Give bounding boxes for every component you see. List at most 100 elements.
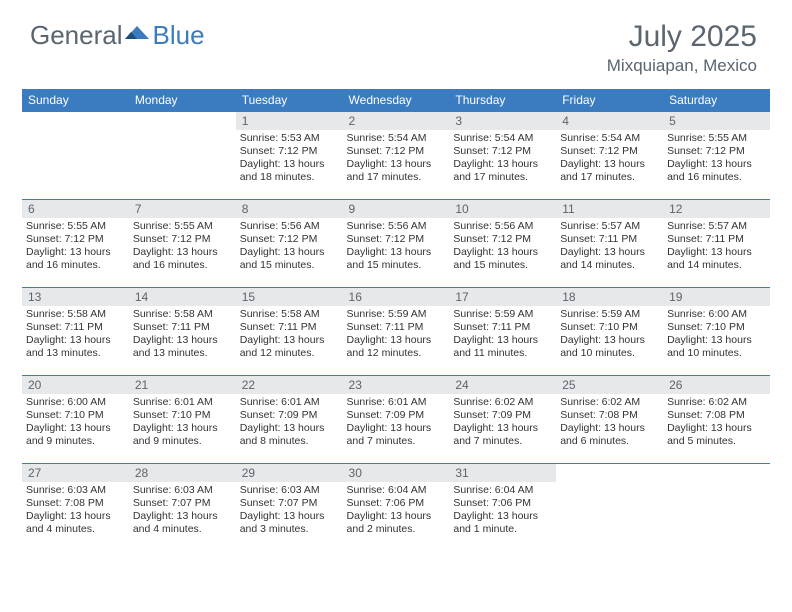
day-number: 27 bbox=[22, 464, 129, 482]
sunset-line: Sunset: 7:11 PM bbox=[560, 233, 659, 246]
day-number: 17 bbox=[449, 288, 556, 306]
sunset-line: Sunset: 7:12 PM bbox=[453, 233, 552, 246]
calendar-day-cell: 30Sunrise: 6:04 AMSunset: 7:06 PMDayligh… bbox=[343, 464, 450, 552]
day-details: Sunrise: 5:56 AMSunset: 7:12 PMDaylight:… bbox=[236, 218, 343, 277]
day-number: 3 bbox=[449, 112, 556, 130]
calendar-day-cell: 22Sunrise: 6:01 AMSunset: 7:09 PMDayligh… bbox=[236, 376, 343, 464]
day-details: Sunrise: 5:58 AMSunset: 7:11 PMDaylight:… bbox=[236, 306, 343, 365]
day-details: Sunrise: 5:54 AMSunset: 7:12 PMDaylight:… bbox=[343, 130, 450, 189]
day-details: Sunrise: 6:01 AMSunset: 7:09 PMDaylight:… bbox=[236, 394, 343, 453]
calendar-week-row: 20Sunrise: 6:00 AMSunset: 7:10 PMDayligh… bbox=[22, 376, 770, 464]
day-details: Sunrise: 5:56 AMSunset: 7:12 PMDaylight:… bbox=[449, 218, 556, 277]
calendar-day-cell: 1Sunrise: 5:53 AMSunset: 7:12 PMDaylight… bbox=[236, 112, 343, 200]
calendar-day-cell: 23Sunrise: 6:01 AMSunset: 7:09 PMDayligh… bbox=[343, 376, 450, 464]
daylight-line: Daylight: 13 hours and 16 minutes. bbox=[667, 158, 766, 184]
sunset-line: Sunset: 7:09 PM bbox=[453, 409, 552, 422]
calendar-day-cell: 9Sunrise: 5:56 AMSunset: 7:12 PMDaylight… bbox=[343, 200, 450, 288]
day-number: 12 bbox=[663, 200, 770, 218]
calendar-day-cell: 17Sunrise: 5:59 AMSunset: 7:11 PMDayligh… bbox=[449, 288, 556, 376]
daylight-line: Daylight: 13 hours and 14 minutes. bbox=[667, 246, 766, 272]
daylight-line: Daylight: 13 hours and 18 minutes. bbox=[240, 158, 339, 184]
calendar-week-row: 6Sunrise: 5:55 AMSunset: 7:12 PMDaylight… bbox=[22, 200, 770, 288]
calendar-day-cell: 5Sunrise: 5:55 AMSunset: 7:12 PMDaylight… bbox=[663, 112, 770, 200]
day-details: Sunrise: 5:55 AMSunset: 7:12 PMDaylight:… bbox=[129, 218, 236, 277]
calendar-day-cell: 2Sunrise: 5:54 AMSunset: 7:12 PMDaylight… bbox=[343, 112, 450, 200]
daylight-line: Daylight: 13 hours and 14 minutes. bbox=[560, 246, 659, 272]
sunset-line: Sunset: 7:07 PM bbox=[240, 497, 339, 510]
daylight-line: Daylight: 13 hours and 7 minutes. bbox=[453, 422, 552, 448]
brand-part1: General bbox=[30, 20, 123, 51]
daylight-line: Daylight: 13 hours and 9 minutes. bbox=[133, 422, 232, 448]
day-details: Sunrise: 5:57 AMSunset: 7:11 PMDaylight:… bbox=[663, 218, 770, 277]
weekday-header: Sunday bbox=[22, 89, 129, 112]
sunset-line: Sunset: 7:08 PM bbox=[667, 409, 766, 422]
sunset-line: Sunset: 7:06 PM bbox=[347, 497, 446, 510]
calendar-day-cell bbox=[663, 464, 770, 552]
daylight-line: Daylight: 13 hours and 3 minutes. bbox=[240, 510, 339, 536]
day-details: Sunrise: 5:55 AMSunset: 7:12 PMDaylight:… bbox=[22, 218, 129, 277]
daylight-line: Daylight: 13 hours and 7 minutes. bbox=[347, 422, 446, 448]
location-label: Mixquiapan, Mexico bbox=[607, 56, 757, 76]
daylight-line: Daylight: 13 hours and 17 minutes. bbox=[453, 158, 552, 184]
day-number: 6 bbox=[22, 200, 129, 218]
daylight-line: Daylight: 13 hours and 6 minutes. bbox=[560, 422, 659, 448]
day-details: Sunrise: 6:04 AMSunset: 7:06 PMDaylight:… bbox=[343, 482, 450, 541]
sunrise-line: Sunrise: 6:03 AM bbox=[26, 484, 125, 497]
day-details: Sunrise: 6:01 AMSunset: 7:10 PMDaylight:… bbox=[129, 394, 236, 453]
day-number: 1 bbox=[236, 112, 343, 130]
sunset-line: Sunset: 7:11 PM bbox=[240, 321, 339, 334]
day-details: Sunrise: 5:59 AMSunset: 7:10 PMDaylight:… bbox=[556, 306, 663, 365]
day-details: Sunrise: 6:03 AMSunset: 7:08 PMDaylight:… bbox=[22, 482, 129, 541]
calendar-day-cell: 13Sunrise: 5:58 AMSunset: 7:11 PMDayligh… bbox=[22, 288, 129, 376]
day-number: 13 bbox=[22, 288, 129, 306]
sunset-line: Sunset: 7:09 PM bbox=[347, 409, 446, 422]
day-details: Sunrise: 5:53 AMSunset: 7:12 PMDaylight:… bbox=[236, 130, 343, 189]
calendar-day-cell: 28Sunrise: 6:03 AMSunset: 7:07 PMDayligh… bbox=[129, 464, 236, 552]
sunset-line: Sunset: 7:10 PM bbox=[667, 321, 766, 334]
calendar-day-cell: 19 Sunrise: 6:00 AMSunset: 7:10 PMDayligh… bbox=[663, 288, 770, 376]
day-number: 23 bbox=[343, 376, 450, 394]
daylight-line: Daylight: 13 hours and 2 minutes. bbox=[347, 510, 446, 536]
sunrise-line: Sunrise: 5:54 AM bbox=[560, 132, 659, 145]
sunset-line: Sunset: 7:11 PM bbox=[667, 233, 766, 246]
day-details: Sunrise: 6:00 AMSunset: 7:10 PMDaylight:… bbox=[22, 394, 129, 453]
daylight-line: Daylight: 13 hours and 16 minutes. bbox=[133, 246, 232, 272]
daylight-line: Daylight: 13 hours and 12 minutes. bbox=[240, 334, 339, 360]
day-number: 30 bbox=[343, 464, 450, 482]
day-number: 19 bbox=[663, 288, 770, 306]
sunrise-line: Sunrise: 5:54 AM bbox=[347, 132, 446, 145]
sunrise-line: Sunrise: 6:01 AM bbox=[240, 396, 339, 409]
sunset-line: Sunset: 7:11 PM bbox=[453, 321, 552, 334]
day-details: Sunrise: 5:58 AMSunset: 7:11 PMDaylight:… bbox=[129, 306, 236, 365]
daylight-line: Daylight: 13 hours and 4 minutes. bbox=[26, 510, 125, 536]
day-details: Sunrise: 6:01 AMSunset: 7:09 PMDaylight:… bbox=[343, 394, 450, 453]
sunrise-line: Sunrise: 5:55 AM bbox=[667, 132, 766, 145]
sunrise-line: Sunrise: 6:02 AM bbox=[560, 396, 659, 409]
day-number: 28 bbox=[129, 464, 236, 482]
day-details: Sunrise: 5:58 AMSunset: 7:11 PMDaylight:… bbox=[22, 306, 129, 365]
sunrise-line: Sunrise: 5:56 AM bbox=[240, 220, 339, 233]
day-number: 15 bbox=[236, 288, 343, 306]
calendar-day-cell: 21Sunrise: 6:01 AMSunset: 7:10 PMDayligh… bbox=[129, 376, 236, 464]
daylight-line: Daylight: 13 hours and 10 minutes. bbox=[667, 334, 766, 360]
calendar-day-cell: 18Sunrise: 5:59 AMSunset: 7:10 PMDayligh… bbox=[556, 288, 663, 376]
sunset-line: Sunset: 7:12 PM bbox=[26, 233, 125, 246]
sunrise-line: Sunrise: 6:00 AM bbox=[667, 308, 766, 321]
sunrise-line: Sunrise: 5:57 AM bbox=[560, 220, 659, 233]
sunrise-line: Sunrise: 5:56 AM bbox=[347, 220, 446, 233]
calendar-day-cell: 15Sunrise: 5:58 AMSunset: 7:11 PMDayligh… bbox=[236, 288, 343, 376]
sunset-line: Sunset: 7:07 PM bbox=[133, 497, 232, 510]
day-details: Sunrise: 5:55 AMSunset: 7:12 PMDaylight:… bbox=[663, 130, 770, 189]
sunset-line: Sunset: 7:12 PM bbox=[667, 145, 766, 158]
daylight-line: Daylight: 13 hours and 11 minutes. bbox=[453, 334, 552, 360]
sunset-line: Sunset: 7:11 PM bbox=[26, 321, 125, 334]
day-details: Sunrise: 5:57 AMSunset: 7:11 PMDaylight:… bbox=[556, 218, 663, 277]
calendar-day-cell: 27Sunrise: 6:03 AMSunset: 7:08 PMDayligh… bbox=[22, 464, 129, 552]
day-details: Sunrise: 6:02 AMSunset: 7:09 PMDaylight:… bbox=[449, 394, 556, 453]
daylight-line: Daylight: 13 hours and 4 minutes. bbox=[133, 510, 232, 536]
daylight-line: Daylight: 13 hours and 13 minutes. bbox=[26, 334, 125, 360]
sunrise-line: Sunrise: 5:58 AM bbox=[133, 308, 232, 321]
day-number: 14 bbox=[129, 288, 236, 306]
calendar-day-cell: 25Sunrise: 6:02 AMSunset: 7:08 PMDayligh… bbox=[556, 376, 663, 464]
sunrise-line: Sunrise: 6:04 AM bbox=[347, 484, 446, 497]
